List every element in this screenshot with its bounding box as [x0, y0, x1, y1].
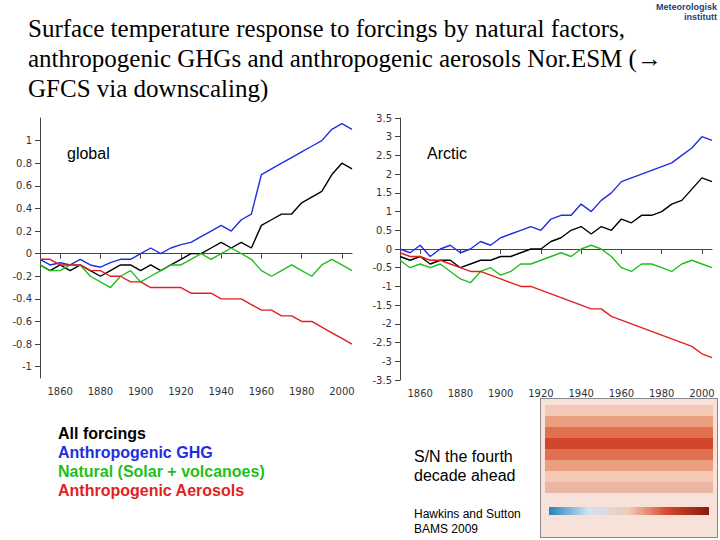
svg-text:1960: 1960	[249, 386, 274, 397]
svg-text:3: 3	[386, 131, 392, 142]
html-text:Meteorologisk institutt: Meteorologisk institutt	[656, 2, 717, 22]
svg-text:0.5: 0.5	[376, 225, 392, 236]
svg-text:1920: 1920	[528, 388, 553, 399]
svg-text:2: 2	[386, 169, 392, 180]
svg-text:-0.4: -0.4	[12, 293, 32, 304]
svg-text:1: 1	[26, 135, 32, 146]
svg-text:1940: 1940	[208, 386, 233, 397]
svg-text:0.4: 0.4	[16, 203, 32, 214]
html-text:Surface temperature response t: Surface temperature response to forcings…	[28, 15, 662, 102]
svg-text:-3: -3	[382, 356, 392, 367]
svg-text:1900: 1900	[488, 388, 513, 399]
svg-text:-1: -1	[382, 281, 392, 292]
svg-text:All forcings: All forcings	[58, 425, 146, 442]
svg-text:Anthropogenic GHG: Anthropogenic GHG	[58, 444, 213, 461]
svg-text:-1.5: -1.5	[372, 300, 392, 311]
svg-text:1980: 1980	[649, 388, 674, 399]
svg-text:1900: 1900	[128, 386, 153, 397]
svg-text:1.5: 1.5	[376, 187, 392, 198]
svg-text:2.5: 2.5	[376, 150, 392, 161]
svg-text:1860: 1860	[47, 386, 72, 397]
svg-text:0: 0	[386, 244, 392, 255]
svg-text:0.6: 0.6	[16, 180, 32, 191]
svg-text:-0.8: -0.8	[12, 339, 32, 350]
svg-text:-0.5: -0.5	[372, 262, 392, 273]
svg-text:Arctic: Arctic	[427, 145, 467, 162]
svg-text:1920: 1920	[168, 386, 193, 397]
svg-text:1960: 1960	[609, 388, 634, 399]
svg-text:-0.6: -0.6	[12, 316, 32, 327]
svg-text:2000: 2000	[329, 386, 354, 397]
svg-text:1880: 1880	[88, 386, 113, 397]
svg-text:0.8: 0.8	[16, 158, 32, 169]
svg-text:1880: 1880	[448, 388, 473, 399]
html-text:Hawkins and Sutton BAMS 2009: Hawkins and Sutton BAMS 2009	[414, 507, 521, 536]
svg-text:global: global	[67, 145, 110, 162]
svg-text:Anthropogenic Aerosols: Anthropogenic Aerosols	[58, 482, 244, 499]
svg-text:0: 0	[26, 248, 32, 259]
svg-text:-0.2: -0.2	[12, 271, 32, 282]
html-text:S/N the fourth decade ahead: S/N the fourth decade ahead	[414, 448, 516, 484]
svg-text:1: 1	[386, 206, 392, 217]
svg-text:-3.5: -3.5	[372, 375, 392, 386]
svg-text:1940: 1940	[568, 388, 593, 399]
svg-text:1860: 1860	[407, 388, 432, 399]
svg-text:0.2: 0.2	[16, 226, 32, 237]
svg-text:3.5: 3.5	[376, 113, 392, 124]
svg-text:-1: -1	[22, 361, 32, 372]
svg-text:-2: -2	[382, 318, 392, 329]
svg-text:1980: 1980	[289, 386, 314, 397]
svg-text:Natural (Solar + volcanoes): Natural (Solar + volcanoes)	[58, 463, 265, 480]
svg-text:2000: 2000	[689, 388, 714, 399]
svg-text:-2.5: -2.5	[372, 337, 392, 348]
